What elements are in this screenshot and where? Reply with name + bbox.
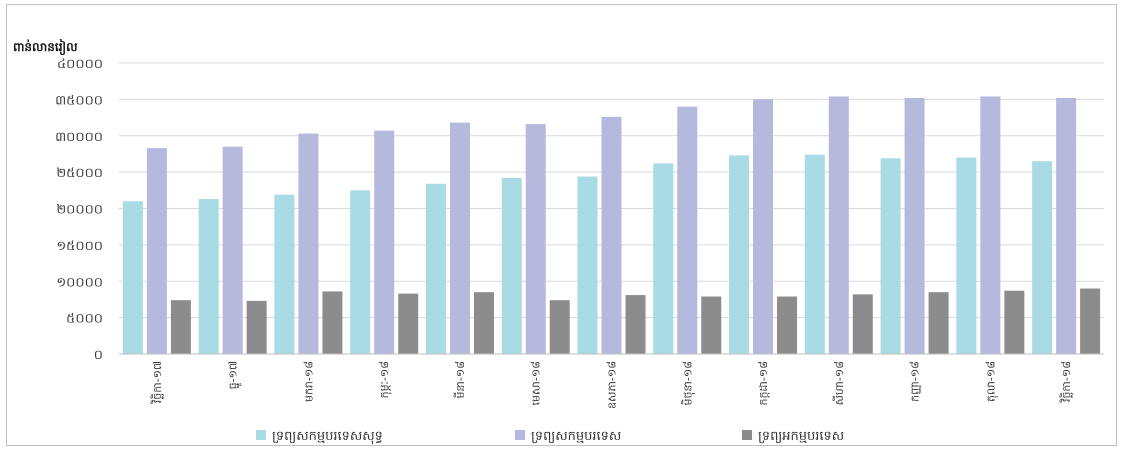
bar-series-1 bbox=[274, 194, 295, 354]
bar-series-3 bbox=[625, 295, 646, 354]
bar-chart: ០ ៥០០០ ១០០០០ ១៥០០០ ២០០០០ ២៥០០០ ៣០០០០ ៣៥០០០ ៤០០០០… bbox=[13, 39, 1104, 445]
bar-series-1 bbox=[501, 177, 522, 354]
legend-swatch bbox=[742, 430, 752, 440]
x-category-label: ឧសភា-១៨ bbox=[606, 361, 619, 409]
x-category-label: សីហា-១៨ bbox=[832, 361, 846, 406]
bar-series-3 bbox=[852, 294, 873, 354]
bar-series-1 bbox=[956, 157, 977, 354]
bar-series-2 bbox=[222, 146, 243, 354]
bar-series-2 bbox=[525, 124, 546, 354]
bar-series-3 bbox=[170, 300, 191, 354]
bar-series-2 bbox=[1056, 97, 1077, 355]
x-category-label: កក្កដា-១៨ bbox=[757, 361, 770, 406]
y-tick-label: ០ bbox=[94, 348, 103, 363]
legend-label: ទ្រព្យសកម្មបរទេសសុទ្ធ bbox=[272, 429, 383, 445]
bar-series-3 bbox=[701, 296, 722, 354]
bar-series-1 bbox=[653, 163, 674, 354]
x-category-label: វិច្ឆិកា-១៨ bbox=[1059, 361, 1073, 404]
x-category-label: មករា-១៨ bbox=[302, 361, 315, 402]
legend-swatch bbox=[515, 430, 525, 440]
chart-frame: ០ ៥០០០ ១០០០០ ១៥០០០ ២០០០០ ២៥០០០ ៣០០០០ ៣៥០០០ ៤០០០០… bbox=[6, 4, 1117, 446]
x-category-label: មីនា-១៨ bbox=[453, 361, 467, 399]
bar-series-1 bbox=[880, 158, 901, 354]
y-tick-label: ៤០០០០ bbox=[57, 57, 103, 72]
x-category-label: វិច្ឆិកា-១៧ bbox=[150, 361, 164, 405]
bar-series-3 bbox=[928, 292, 949, 354]
bar-series-3 bbox=[1004, 290, 1025, 354]
bar-series-1 bbox=[729, 155, 750, 354]
x-category-label: ធ្នូ-១៧ bbox=[227, 361, 242, 389]
bar-series-1 bbox=[122, 201, 143, 354]
bar-series-3 bbox=[322, 291, 343, 354]
x-axis-categories: វិច្ឆិកា-១៧ ធ្នូ-១៧ មករា-១៨ កុម្ភៈ-១៨ មីនា-១… bbox=[150, 361, 1073, 409]
y-axis-title: ពាន់លានរៀល bbox=[13, 39, 78, 56]
bar-series-1 bbox=[198, 199, 219, 354]
bar-series-3 bbox=[398, 293, 419, 354]
legend-label: ទ្រព្យសកម្មបរទេស bbox=[531, 429, 621, 444]
bars bbox=[122, 96, 1101, 355]
y-tick-label: ១៥០០០ bbox=[56, 239, 103, 254]
legend: ទ្រព្យសកម្មបរទេសសុទ្ធ ទ្រព្យសកម្មបរទេស ទ្រ… bbox=[256, 429, 844, 445]
y-tick-label: ៣០០០០ bbox=[55, 130, 103, 145]
y-tick-label: ២៥០០០ bbox=[56, 166, 103, 181]
y-tick-label: ៥០០០ bbox=[66, 312, 103, 327]
bar-series-2 bbox=[374, 130, 395, 354]
y-axis-ticks: ០ ៥០០០ ១០០០០ ១៥០០០ ២០០០០ ២៥០០០ ៣០០០០ ៣៥០០០ ៤០០០០ bbox=[55, 57, 103, 363]
y-tick-label: ១០០០០ bbox=[56, 275, 103, 290]
bar-series-2 bbox=[980, 96, 1001, 354]
bar-series-2 bbox=[828, 96, 849, 354]
bar-series-3 bbox=[1080, 288, 1101, 354]
bar-series-1 bbox=[577, 176, 598, 354]
y-tick-label: ៣៥០០០ bbox=[55, 93, 103, 108]
bar-series-1 bbox=[804, 154, 825, 354]
bar-series-2 bbox=[298, 133, 319, 354]
x-category-label: តុលា-១៨ bbox=[984, 361, 998, 402]
bar-series-3 bbox=[246, 300, 267, 354]
bar-series-2 bbox=[677, 106, 698, 355]
bar-series-3 bbox=[549, 300, 570, 354]
bar-series-1 bbox=[1032, 161, 1053, 354]
y-tick-label: ២០០០០ bbox=[56, 203, 103, 218]
bar-series-2 bbox=[904, 97, 925, 355]
bar-series-1 bbox=[425, 183, 446, 354]
x-category-label: មេសា-១៨ bbox=[530, 361, 543, 406]
x-category-label: កញ្ញា-១៨ bbox=[909, 361, 922, 402]
bar-series-2 bbox=[146, 148, 167, 354]
x-category-label: មិថុនា-១៨ bbox=[680, 361, 695, 406]
bar-series-1 bbox=[350, 190, 371, 354]
legend-swatch bbox=[256, 430, 266, 440]
bar-series-3 bbox=[473, 292, 494, 354]
bar-series-2 bbox=[601, 116, 622, 355]
bar-series-3 bbox=[777, 296, 798, 354]
bar-series-2 bbox=[753, 99, 774, 354]
legend-label: ទ្រព្យអកម្មបរទេស bbox=[758, 429, 844, 444]
x-category-label: កុម្ភៈ-១៨ bbox=[378, 361, 392, 399]
bar-series-2 bbox=[449, 122, 470, 354]
